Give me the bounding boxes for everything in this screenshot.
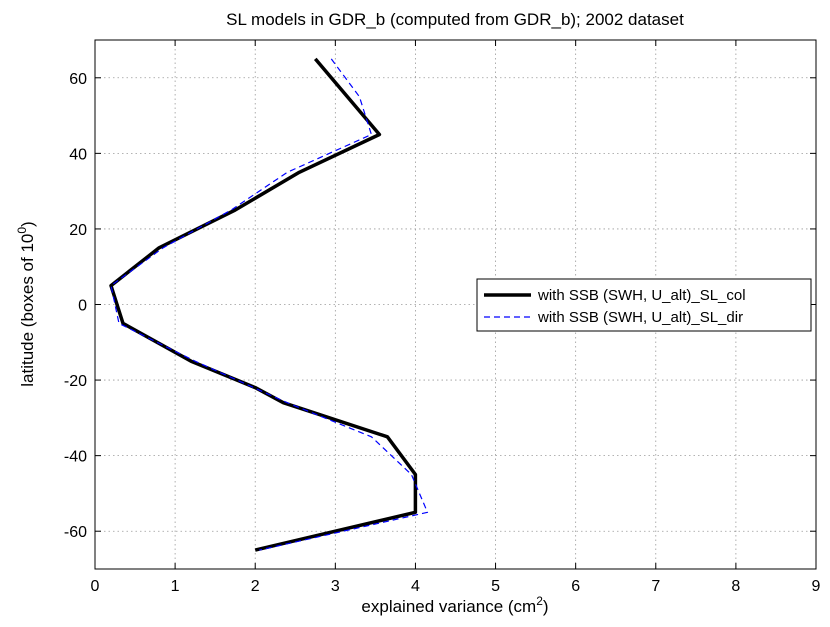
chart-title: SL models in GDR_b (computed from GDR_b)…	[226, 10, 684, 29]
axis-ticks: 0 1 2 3 4 5 6 7 8 9 -60 -40 -20 0 20 40 60	[64, 40, 821, 595]
grid	[95, 40, 816, 569]
x-axis-title: explained variance (cm2)	[361, 594, 548, 616]
y-tick-label: -40	[64, 449, 87, 466]
legend: with SSB (SWH, U_alt)_SL_col with SSB (S…	[476, 278, 812, 332]
series-line-sl-col	[109, 57, 418, 552]
x-tick-label: 8	[731, 578, 740, 595]
legend-label-sl-col: with SSB (SWH, U_alt)_SL_col	[537, 287, 746, 304]
legend-label-sl-dir: with SSB (SWH, U_alt)_SL_dir	[537, 309, 743, 326]
x-tick-label: 1	[171, 578, 180, 595]
x-tick-label: 9	[812, 578, 821, 595]
x-tick-label: 3	[331, 578, 340, 595]
y-tick-label: 40	[69, 146, 87, 163]
x-tick-label: 2	[251, 578, 260, 595]
y-tick-label: 20	[69, 222, 87, 239]
y-tick-label: -60	[64, 524, 87, 541]
series-line-sl-dir	[110, 58, 429, 551]
y-tick-label: -20	[64, 373, 87, 390]
x-tick-label: 5	[491, 578, 500, 595]
y-axis-title-superscript: 0	[15, 227, 29, 234]
x-tick-label: 6	[571, 578, 580, 595]
x-tick-label: 7	[651, 578, 660, 595]
y-tick-label: 0	[78, 298, 87, 315]
y-axis-title: latitude (boxes of 100)	[15, 221, 37, 386]
x-axis-title-superscript: 2	[536, 594, 543, 608]
series-group	[109, 57, 429, 552]
x-tick-label: 0	[91, 578, 100, 595]
x-tick-label: 4	[411, 578, 420, 595]
y-tick-label: 60	[69, 71, 87, 88]
legend-box	[476, 278, 812, 332]
